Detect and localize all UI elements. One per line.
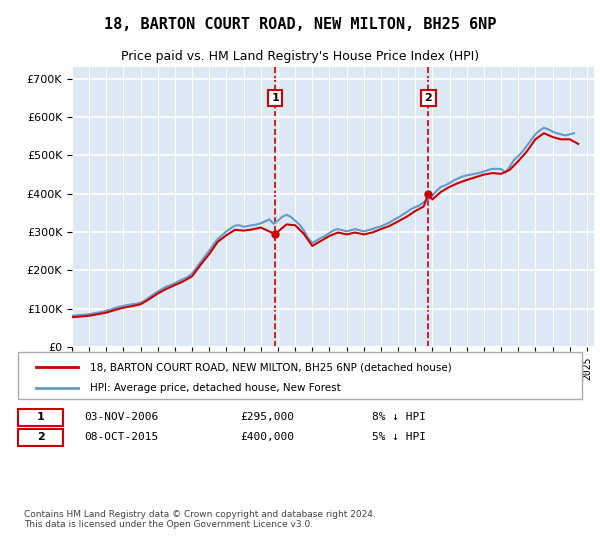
Text: 08-OCT-2015: 08-OCT-2015: [84, 432, 158, 442]
Text: Contains HM Land Registry data © Crown copyright and database right 2024.
This d: Contains HM Land Registry data © Crown c…: [24, 510, 376, 529]
Text: Price paid vs. HM Land Registry's House Price Index (HPI): Price paid vs. HM Land Registry's House …: [121, 50, 479, 63]
Text: 03-NOV-2006: 03-NOV-2006: [84, 412, 158, 422]
FancyBboxPatch shape: [18, 429, 63, 446]
Text: 5% ↓ HPI: 5% ↓ HPI: [372, 432, 426, 442]
Text: 18, BARTON COURT ROAD, NEW MILTON, BH25 6NP: 18, BARTON COURT ROAD, NEW MILTON, BH25 …: [104, 17, 496, 32]
Text: 8% ↓ HPI: 8% ↓ HPI: [372, 412, 426, 422]
Text: 2: 2: [37, 432, 44, 442]
FancyBboxPatch shape: [18, 409, 63, 426]
FancyBboxPatch shape: [18, 352, 582, 399]
Text: 1: 1: [271, 93, 279, 103]
Text: 1: 1: [37, 412, 44, 422]
Text: £295,000: £295,000: [240, 412, 294, 422]
Text: £400,000: £400,000: [240, 432, 294, 442]
Text: HPI: Average price, detached house, New Forest: HPI: Average price, detached house, New …: [90, 382, 341, 393]
Text: 2: 2: [425, 93, 432, 103]
Text: 18, BARTON COURT ROAD, NEW MILTON, BH25 6NP (detached house): 18, BARTON COURT ROAD, NEW MILTON, BH25 …: [90, 362, 452, 372]
